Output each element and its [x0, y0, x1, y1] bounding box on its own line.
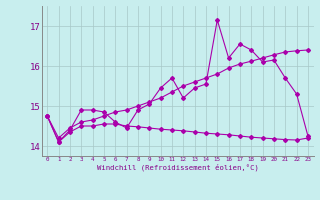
X-axis label: Windchill (Refroidissement éolien,°C): Windchill (Refroidissement éolien,°C) [97, 164, 259, 171]
